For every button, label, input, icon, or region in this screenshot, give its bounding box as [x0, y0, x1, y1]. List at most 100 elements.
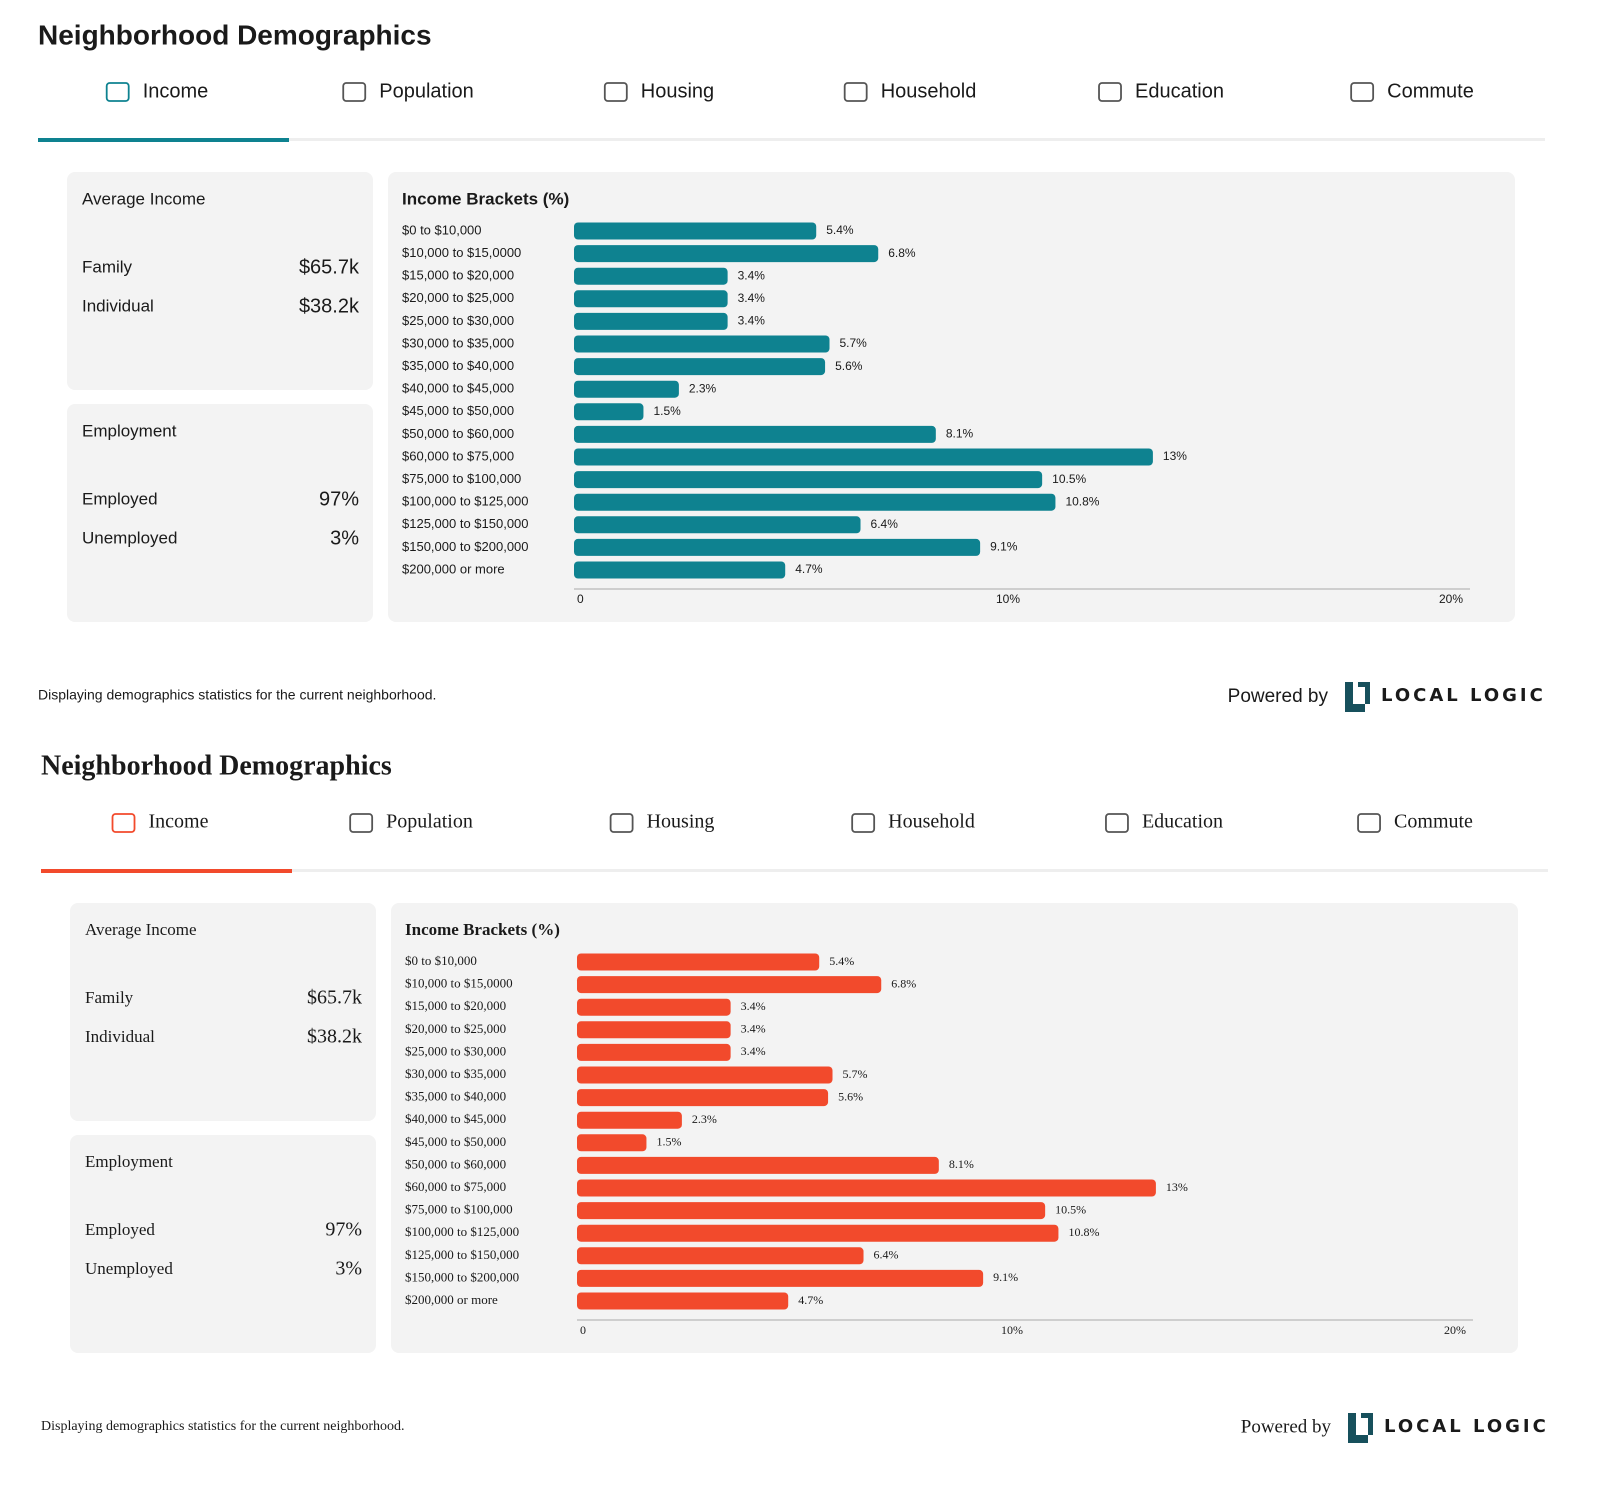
stat-label: Employed — [82, 489, 158, 508]
bar — [577, 1134, 647, 1152]
bar — [577, 1292, 789, 1310]
stat-label: Individual — [82, 296, 154, 315]
tab-label[interactable]: Housing — [641, 80, 714, 102]
tab-label[interactable]: Household — [881, 80, 977, 102]
category-label: $10,000 to $15,0000 — [405, 976, 513, 991]
value-label: 5.4% — [829, 954, 854, 968]
value-label: 10.5% — [1055, 1202, 1086, 1216]
tab-icon — [1098, 82, 1122, 102]
category-label: $45,000 to $50,000 — [405, 1134, 506, 1149]
value-label: 5.6% — [838, 1089, 863, 1103]
bar — [577, 1156, 939, 1174]
bar — [574, 448, 1153, 466]
stat-label: Individual — [85, 1027, 155, 1046]
stat-value: $38.2k — [307, 1026, 362, 1048]
powered-by: Powered by — [1228, 686, 1329, 707]
card-title: Average Income — [85, 920, 197, 939]
bar — [577, 1021, 731, 1039]
tab-icon — [851, 813, 876, 833]
bar — [577, 1043, 731, 1061]
stat-value: 97% — [319, 488, 359, 510]
bar — [574, 245, 879, 263]
bar — [577, 998, 731, 1016]
footer-note: Displaying demographics statistics for t… — [41, 1419, 405, 1434]
category-label: $200,000 or more — [402, 561, 505, 576]
tab-label[interactable]: Housing — [647, 811, 715, 833]
value-label: 3.4% — [738, 291, 766, 305]
bar — [577, 1269, 984, 1287]
tab-label[interactable]: Population — [379, 80, 474, 102]
tab-label[interactable]: Education — [1142, 811, 1223, 833]
tab-icon — [342, 82, 367, 102]
tab-label[interactable]: Education — [1135, 80, 1224, 102]
bar — [574, 425, 936, 443]
value-label: 10.8% — [1068, 1225, 1099, 1239]
tab-label[interactable]: Commute — [1394, 811, 1473, 833]
category-label: $125,000 to $150,000 — [405, 1247, 519, 1262]
chart-title: Income Brackets (%) — [402, 189, 569, 208]
card-title: Average Income — [82, 189, 205, 208]
bar — [577, 976, 882, 994]
stat-card — [70, 903, 376, 1121]
tab-label[interactable]: Income — [143, 80, 209, 102]
category-label: $15,000 to $20,000 — [405, 998, 506, 1013]
category-label: $20,000 to $25,000 — [402, 290, 514, 305]
value-label: 9.1% — [993, 1270, 1018, 1284]
tab-label[interactable]: Commute — [1387, 80, 1474, 102]
category-label: $100,000 to $125,000 — [405, 1224, 519, 1239]
logo-text: LOCAL LOGIC — [1384, 1416, 1549, 1437]
tab-track — [41, 869, 1548, 872]
category-label: $35,000 to $40,000 — [405, 1089, 506, 1104]
value-label: 6.8% — [888, 246, 916, 260]
tab-icon — [609, 813, 634, 833]
chart-title: Income Brackets (%) — [405, 920, 560, 939]
value-label: 3.4% — [741, 999, 766, 1013]
bar — [577, 1066, 833, 1084]
powered-by: Powered by — [1241, 1416, 1332, 1437]
stat-label: Unemployed — [82, 528, 177, 547]
category-label: $25,000 to $30,000 — [405, 1043, 506, 1058]
bar — [574, 358, 826, 376]
category-label: $30,000 to $35,000 — [402, 335, 514, 350]
bar — [577, 1247, 864, 1265]
tab-label[interactable]: Household — [888, 811, 975, 833]
bar — [574, 222, 817, 240]
stat-value: 97% — [325, 1219, 362, 1241]
value-label: 4.7% — [795, 562, 823, 576]
value-label: 5.6% — [835, 359, 863, 373]
x-tick-label: 10% — [1001, 1323, 1023, 1337]
tab-label[interactable]: Population — [386, 811, 473, 833]
value-label: 6.4% — [874, 1248, 899, 1262]
category-label: $150,000 to $200,000 — [402, 539, 529, 554]
category-label: $100,000 to $125,000 — [402, 494, 529, 509]
value-label: 1.5% — [653, 404, 681, 418]
tab-icon — [111, 813, 136, 833]
stat-value: 3% — [330, 527, 359, 549]
bar — [574, 493, 1056, 511]
tab-label[interactable]: Income — [149, 811, 209, 833]
value-label: 3.4% — [738, 314, 766, 328]
category-label: $40,000 to $45,000 — [405, 1111, 506, 1126]
tab-icon — [1357, 813, 1381, 833]
bar — [574, 335, 830, 353]
value-label: 2.3% — [692, 1112, 717, 1126]
demographics-widget: Neighborhood Demographics Income Populatio… — [38, 19, 1545, 712]
value-label: 6.8% — [891, 976, 916, 990]
x-tick-label: 20% — [1439, 592, 1463, 606]
stat-value: $38.2k — [299, 295, 360, 317]
bar — [574, 561, 786, 579]
x-tick-label: 0 — [577, 592, 584, 606]
bar — [574, 516, 861, 534]
value-label: 9.1% — [990, 540, 1018, 554]
logo-mark — [1348, 1413, 1373, 1443]
value-label: 13% — [1163, 449, 1187, 463]
category-label: $40,000 to $45,000 — [402, 381, 514, 396]
category-label: $30,000 to $35,000 — [405, 1066, 506, 1081]
category-label: $0 to $10,000 — [405, 953, 477, 968]
category-label: $200,000 or more — [405, 1292, 498, 1307]
category-label: $15,000 to $20,000 — [402, 268, 514, 283]
stat-card — [67, 172, 373, 390]
bar — [574, 403, 644, 421]
bar — [577, 1179, 1156, 1197]
bar — [577, 1111, 682, 1129]
